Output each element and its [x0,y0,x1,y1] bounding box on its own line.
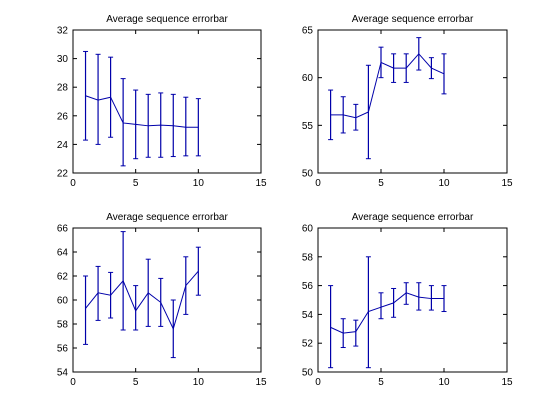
error-bar [416,37,422,71]
x-tick-label: 5 [378,178,384,189]
y-tick-label: 65 [302,26,314,37]
error-bar [378,292,384,320]
y-tick-label: 30 [57,54,69,65]
y-tick-label: 60 [302,73,314,84]
error-bar [441,285,447,313]
error-bar [428,57,434,80]
x-tick-label: 5 [378,377,384,388]
error-bar [353,319,359,347]
error-bar [145,93,151,158]
error-bar [416,282,422,311]
error-bar [353,103,359,131]
chart-title: Average sequence errorbar [106,212,228,223]
x-tick-label: 10 [438,377,450,388]
y-tick-label: 52 [302,339,314,350]
error-bar [403,53,409,83]
error-bar [195,98,201,157]
series-line [330,53,445,119]
error-bar [108,271,114,319]
y-tick-label: 60 [57,296,69,307]
axes-frame [317,29,508,174]
error-bar [95,265,101,321]
x-tick-label: 10 [438,178,450,189]
error-bar [133,285,139,331]
error-bar [328,89,334,141]
chart-title: Average sequence errorbar [352,212,474,223]
y-tick-label: 32 [57,26,69,37]
axes-frame [72,29,262,174]
chart-title: Average sequence errorbar [352,14,474,25]
chart-title: Average sequence errorbar [106,14,228,25]
series-line [85,270,199,331]
x-tick-label: 15 [255,178,267,189]
error-bar [195,246,201,296]
error-bar [403,282,409,305]
x-tick-label: 0 [70,178,76,189]
y-tick-label: 26 [57,111,69,122]
y-tick-label: 54 [302,310,314,321]
error-bar [170,93,176,158]
x-tick-label: 0 [315,178,321,189]
y-tick-label: 58 [302,252,314,263]
series-line [85,95,199,128]
subplot-1: Average sequence errorbar 0 5 10 15 22 24 26 28 3… [57,14,267,189]
error-bar [83,275,89,345]
axes-frame [72,227,262,373]
error-bar [120,78,126,167]
error-bar [365,256,371,369]
error-bar [183,96,189,157]
error-bar [378,46,384,79]
series-line [330,292,444,334]
error-bar [133,89,139,160]
y-tick-label: 60 [302,224,314,235]
error-bar [120,231,126,331]
y-tick-label: 22 [57,169,69,180]
error-bar [365,64,371,160]
y-tick-label: 62 [57,272,69,283]
error-bar [158,277,164,327]
subplot-2: Average sequence errorbar 0 5 10 15 50 55 60 65 [302,14,513,189]
error-bar [83,50,89,141]
axes-frame [317,227,508,373]
y-tick-label: 64 [57,248,69,259]
error-bar [391,53,397,83]
y-tick-label: 28 [57,83,69,94]
error-bar [391,287,397,318]
x-tick-label: 15 [501,178,513,189]
error-bar [158,92,164,158]
y-tick-label: 50 [302,169,314,180]
error-bar [170,299,176,359]
x-tick-label: 10 [193,178,205,189]
y-tick-label: 56 [57,344,69,355]
x-tick-label: 15 [255,377,267,388]
y-tick-label: 58 [57,320,69,331]
error-bar [428,285,434,311]
x-tick-label: 5 [133,178,139,189]
y-tick-label: 66 [57,224,69,235]
subplot-3: Average sequence errorbar 0 5 10 15 54 56 58 60 6… [57,212,267,388]
y-tick-label: 55 [302,121,314,132]
subplot-4: Average sequence errorbar 0 5 10 15 50 52 54 56 5… [302,212,513,388]
error-bar [95,53,101,145]
x-tick-label: 0 [70,377,76,388]
x-tick-label: 5 [133,377,139,388]
error-bar [328,285,334,369]
x-tick-label: 10 [193,377,205,388]
error-bar [183,256,189,315]
y-tick-label: 24 [57,140,69,151]
y-tick-label: 56 [302,281,314,292]
error-bar [340,96,346,134]
error-bar [145,258,151,327]
x-tick-label: 15 [501,377,513,388]
x-tick-label: 0 [315,377,321,388]
error-bar [340,318,346,349]
y-tick-label: 50 [302,368,314,379]
error-bar [108,56,114,138]
error-bar [441,53,447,95]
y-tick-label: 54 [57,368,69,379]
